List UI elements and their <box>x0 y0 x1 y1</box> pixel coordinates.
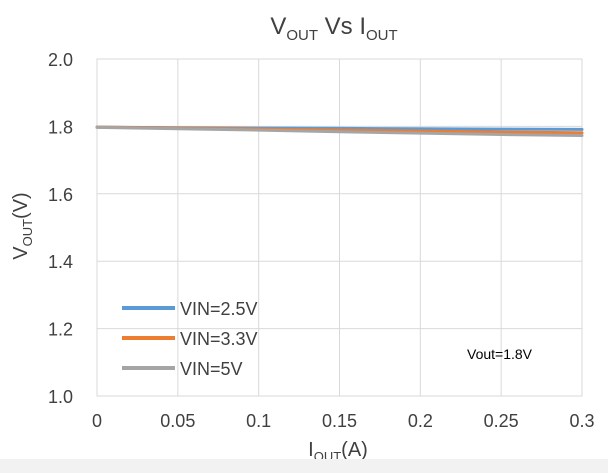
y-tick-label: 1.6 <box>48 185 73 205</box>
x-tick-label: 0.3 <box>569 411 594 431</box>
legend: VIN=2.5V VIN=3.3V VIN=5V <box>122 299 258 379</box>
legend-label-3: VIN=5V <box>180 359 243 379</box>
x-tick-label: 0.1 <box>246 411 271 431</box>
chart-title-v: V <box>270 13 286 40</box>
y-tick-label: 1.4 <box>48 252 73 272</box>
y-axis-label-main: V <box>10 246 32 260</box>
y-tick-label: 2.0 <box>48 50 73 70</box>
x-tick-label: 0.05 <box>160 411 195 431</box>
x-tick-label: 0 <box>92 411 102 431</box>
y-tick-label: 1.8 <box>48 117 73 137</box>
series-line-3 <box>95 125 584 137</box>
x-axis-label-rest: (A) <box>341 439 368 461</box>
series-lines <box>95 125 584 137</box>
legend-label-2: VIN=3.3V <box>180 329 258 349</box>
y-axis-label-rest: (V) <box>10 192 32 219</box>
y-axis-label: VOUT(V) <box>10 192 35 259</box>
chart-title: VOUT Vs IOUT <box>270 13 397 44</box>
legend-label-1: VIN=2.5V <box>180 299 258 319</box>
x-tick-labels: 0 0.05 0.1 0.15 0.2 0.25 0.3 <box>92 411 595 431</box>
grid-lines <box>96 58 583 397</box>
y-tick-label: 1.2 <box>48 320 73 340</box>
x-tick-label: 0.2 <box>408 411 433 431</box>
bottom-strip <box>0 459 608 473</box>
chart-title-sub1: OUT <box>286 27 318 44</box>
chart-title-mid: Vs I <box>318 13 366 40</box>
chart-title-sub2: OUT <box>366 27 398 44</box>
y-tick-label: 1.0 <box>48 387 73 407</box>
x-axis-label-main: I <box>308 439 314 461</box>
chart-annotation: Vout=1.8V <box>467 346 533 362</box>
y-tick-labels: 1.0 1.2 1.4 1.6 1.8 2.0 <box>48 50 73 407</box>
x-tick-label: 0.25 <box>484 411 519 431</box>
plot-area-border <box>96 58 583 397</box>
x-tick-label: 0.15 <box>322 411 357 431</box>
y-axis-label-sub: OUT <box>20 219 35 247</box>
